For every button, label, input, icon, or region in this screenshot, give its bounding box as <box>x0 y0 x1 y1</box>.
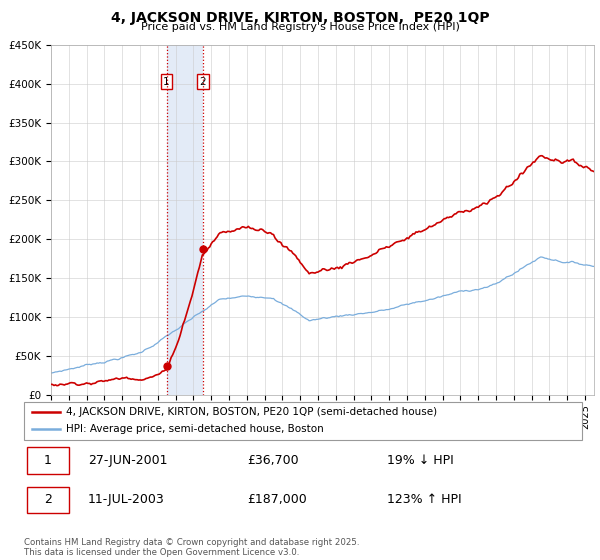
Bar <box>167 45 203 395</box>
Text: HPI: Average price, semi-detached house, Boston: HPI: Average price, semi-detached house,… <box>66 424 323 435</box>
Text: 27-JUN-2001: 27-JUN-2001 <box>88 454 167 467</box>
Text: 1: 1 <box>163 77 170 87</box>
Bar <box>27 447 68 474</box>
Text: 11-JUL-2003: 11-JUL-2003 <box>88 493 165 506</box>
Text: 123% ↑ HPI: 123% ↑ HPI <box>387 493 461 506</box>
Text: £187,000: £187,000 <box>247 493 307 506</box>
Text: 1: 1 <box>44 454 52 467</box>
Text: 19% ↓ HPI: 19% ↓ HPI <box>387 454 454 467</box>
Text: 2: 2 <box>200 77 206 87</box>
Text: 4, JACKSON DRIVE, KIRTON, BOSTON,  PE20 1QP: 4, JACKSON DRIVE, KIRTON, BOSTON, PE20 1… <box>110 11 490 25</box>
Text: 4, JACKSON DRIVE, KIRTON, BOSTON, PE20 1QP (semi-detached house): 4, JACKSON DRIVE, KIRTON, BOSTON, PE20 1… <box>66 407 437 417</box>
Text: 2: 2 <box>44 493 52 506</box>
Bar <box>27 487 68 513</box>
Text: £36,700: £36,700 <box>247 454 299 467</box>
Text: Price paid vs. HM Land Registry's House Price Index (HPI): Price paid vs. HM Land Registry's House … <box>140 22 460 32</box>
Text: Contains HM Land Registry data © Crown copyright and database right 2025.
This d: Contains HM Land Registry data © Crown c… <box>24 538 359 557</box>
